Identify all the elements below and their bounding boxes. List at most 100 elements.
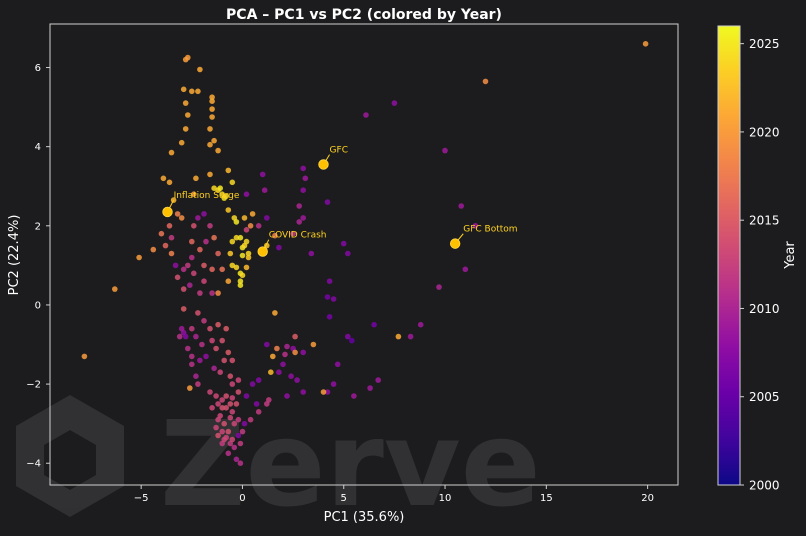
y-tick-label: 0 [35, 300, 41, 311]
colorbar: 2000 2005 2010 2015 2020 2025 Year [717, 25, 798, 493]
data-point [174, 274, 181, 281]
data-point [225, 167, 232, 174]
data-point [472, 223, 479, 229]
data-point [326, 278, 333, 285]
data-point [207, 171, 213, 178]
data-point [235, 416, 242, 423]
data-point [245, 250, 252, 257]
data-point [345, 333, 351, 340]
data-point [180, 306, 187, 312]
data-point [187, 385, 193, 391]
data-point [391, 100, 398, 106]
colorbar-label: Year [783, 241, 798, 270]
data-point [166, 223, 173, 229]
data-point [178, 325, 185, 332]
data-point [371, 321, 377, 328]
data-point [81, 353, 88, 360]
data-point [235, 432, 242, 439]
data-point [225, 428, 232, 435]
data-point [211, 234, 217, 241]
data-point [168, 149, 175, 156]
annotation-label: COVID Crash [269, 231, 327, 241]
data-point [160, 175, 167, 182]
data-point [201, 262, 207, 269]
data-point [223, 405, 229, 411]
x-tick-label: 10 [439, 493, 452, 504]
data-point [185, 112, 191, 118]
data-point [207, 223, 213, 229]
data-point [239, 252, 246, 259]
data-point [209, 266, 215, 273]
data-point [223, 393, 229, 399]
data-point [237, 282, 244, 289]
highlight-point [162, 206, 173, 218]
data-point [272, 232, 278, 239]
data-point [182, 126, 189, 132]
data-point [294, 377, 300, 383]
data-point [227, 250, 234, 257]
plot-frame [49, 23, 679, 486]
data-point [237, 278, 244, 285]
data-point [229, 395, 236, 401]
x-axis-ticks: −5 0 5 10 15 20 [134, 485, 654, 504]
data-point [227, 401, 234, 407]
data-point [233, 219, 240, 225]
colorbar-ticks: 2000 2005 2010 2015 2020 2025 [740, 37, 780, 493]
data-point [207, 389, 213, 395]
svg-text:Zerve: Zerve [160, 395, 541, 532]
colorbar-tick-label: 2015 [749, 214, 780, 228]
data-point [442, 147, 448, 154]
colorbar-tick-label: 2010 [749, 302, 780, 316]
annotation-label: GFC Bottom [463, 225, 517, 235]
data-point [249, 211, 256, 217]
data-point [195, 310, 201, 316]
data-point [215, 250, 221, 257]
data-point [241, 420, 248, 427]
data-point [191, 223, 197, 229]
colorbar-tick-label: 2025 [749, 37, 780, 51]
data-point [330, 296, 337, 302]
data-point [235, 377, 242, 383]
data-point [225, 278, 232, 285]
data-point [182, 333, 189, 340]
colorbar-tick-label: 2020 [749, 125, 780, 139]
data-point [239, 428, 246, 435]
data-point [195, 381, 201, 387]
data-point [237, 234, 244, 241]
data-point [185, 262, 191, 269]
highlight-point [318, 159, 329, 170]
data-point [243, 227, 250, 233]
data-point [199, 341, 205, 348]
y-tick-label: −2 [26, 380, 41, 391]
data-point [189, 238, 195, 245]
data-point [215, 290, 221, 296]
data-point [215, 432, 221, 439]
data-point [180, 286, 187, 292]
x-tick-label: 15 [540, 493, 553, 504]
data-point [345, 250, 351, 257]
data-point [320, 389, 327, 395]
data-point [363, 112, 369, 118]
data-point [201, 278, 207, 285]
data-point [201, 318, 207, 324]
x-tick-label: 20 [641, 493, 654, 504]
data-point [326, 314, 333, 320]
data-point [136, 254, 142, 261]
data-point [215, 416, 221, 423]
data-point [261, 187, 268, 193]
data-point [243, 238, 250, 245]
data-point [207, 141, 213, 148]
annotation-label: Inflation Surge [174, 191, 240, 201]
data-point [185, 345, 191, 352]
data-point [223, 325, 229, 332]
data-point [213, 424, 219, 431]
data-point [221, 357, 227, 364]
colorbar-tick-label: 2000 [749, 479, 780, 493]
data-point [233, 401, 240, 407]
data-point [239, 272, 246, 279]
data-point [280, 361, 286, 368]
data-point [209, 98, 215, 104]
data-point [150, 246, 157, 253]
data-point [227, 414, 234, 421]
data-point [255, 409, 262, 415]
